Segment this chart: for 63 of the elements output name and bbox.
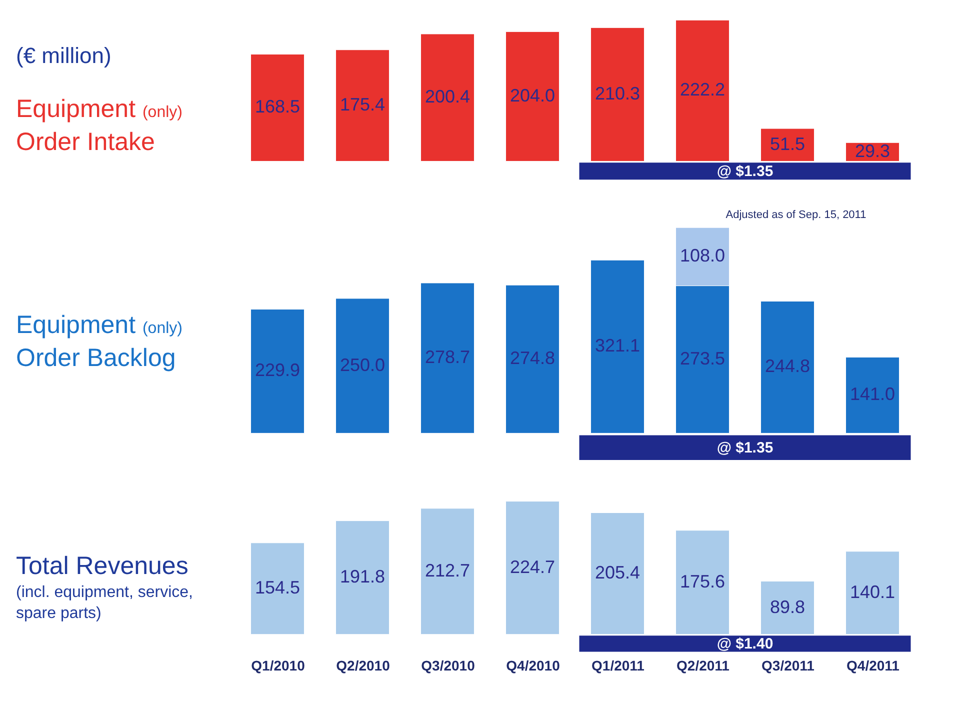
x-tick-label: Q1/2010 — [251, 658, 306, 674]
data-label: 168.5 — [254, 96, 300, 117]
x-tick-label: Q2/2010 — [336, 658, 390, 674]
bar — [590, 260, 644, 434]
data-label: 278.7 — [424, 347, 470, 368]
text: (€ million) — [16, 43, 112, 69]
text: Adjusted as of Sep. 15, 2011 — [726, 209, 866, 222]
x-tick-label: Q2/2011 — [676, 658, 730, 674]
bar — [250, 542, 304, 635]
bar — [506, 501, 560, 635]
data-label: 274.8 — [510, 348, 556, 368]
text: @ $1.40 — [716, 636, 774, 653]
x-tick-label: Q1/2011 — [592, 658, 645, 674]
text: @ $1.35 — [716, 440, 774, 457]
data-label: 89.8 — [770, 596, 806, 617]
data-label: 321.1 — [594, 336, 640, 356]
x-tick-label: Q3/2011 — [762, 658, 815, 674]
bar — [336, 298, 390, 434]
bar — [760, 301, 814, 434]
data-label: 141.0 — [850, 384, 896, 404]
data-label: 204.0 — [510, 85, 556, 106]
x-tick-label: Q4/2011 — [846, 658, 900, 674]
x-tick-label: Q3/2010 — [421, 658, 476, 674]
data-label: 108.0 — [680, 246, 726, 266]
bar — [846, 551, 900, 635]
data-label: 273.5 — [680, 348, 726, 368]
bar — [676, 20, 730, 162]
bar — [760, 128, 814, 162]
bar — [846, 356, 900, 434]
data-label: 200.4 — [424, 86, 470, 107]
data-label: 175.4 — [340, 94, 386, 115]
text: @ $1.35 — [716, 163, 774, 180]
data-label: 154.5 — [254, 578, 300, 598]
data-label: 191.8 — [340, 566, 386, 587]
bar — [336, 50, 390, 162]
data-label: 222.2 — [680, 80, 726, 100]
bar — [760, 580, 814, 635]
bar — [250, 309, 304, 434]
y-axis-title: Equipment (only) Order Intake — [16, 95, 182, 156]
bar — [420, 508, 474, 635]
data-label: 140.1 — [850, 582, 896, 602]
data-label: 29.3 — [854, 140, 890, 161]
bar — [250, 54, 304, 162]
data-label: 210.3 — [594, 83, 640, 104]
data-label: 205.4 — [594, 562, 640, 583]
bar — [336, 520, 390, 635]
data-label: 244.8 — [764, 356, 810, 376]
bar — [420, 282, 474, 434]
data-label: 229.9 — [254, 360, 300, 380]
y-axis-title: Total Revenues (incl. equipment, service, spare parts) — [16, 552, 193, 622]
bar — [590, 27, 644, 162]
x-tick-label: Q4/2010 — [506, 658, 560, 674]
bar — [590, 512, 644, 635]
bar — [506, 284, 560, 434]
y-axis-title: Equipment (only) Order Backlog — [16, 311, 182, 372]
data-label: 51.5 — [770, 134, 806, 154]
bar — [420, 34, 474, 162]
bar — [676, 530, 730, 635]
data-label: 224.7 — [510, 556, 556, 577]
data-label: 250.0 — [340, 354, 386, 375]
data-label: 212.7 — [424, 560, 470, 580]
data-label: 175.6 — [680, 571, 726, 592]
bar — [506, 31, 560, 162]
